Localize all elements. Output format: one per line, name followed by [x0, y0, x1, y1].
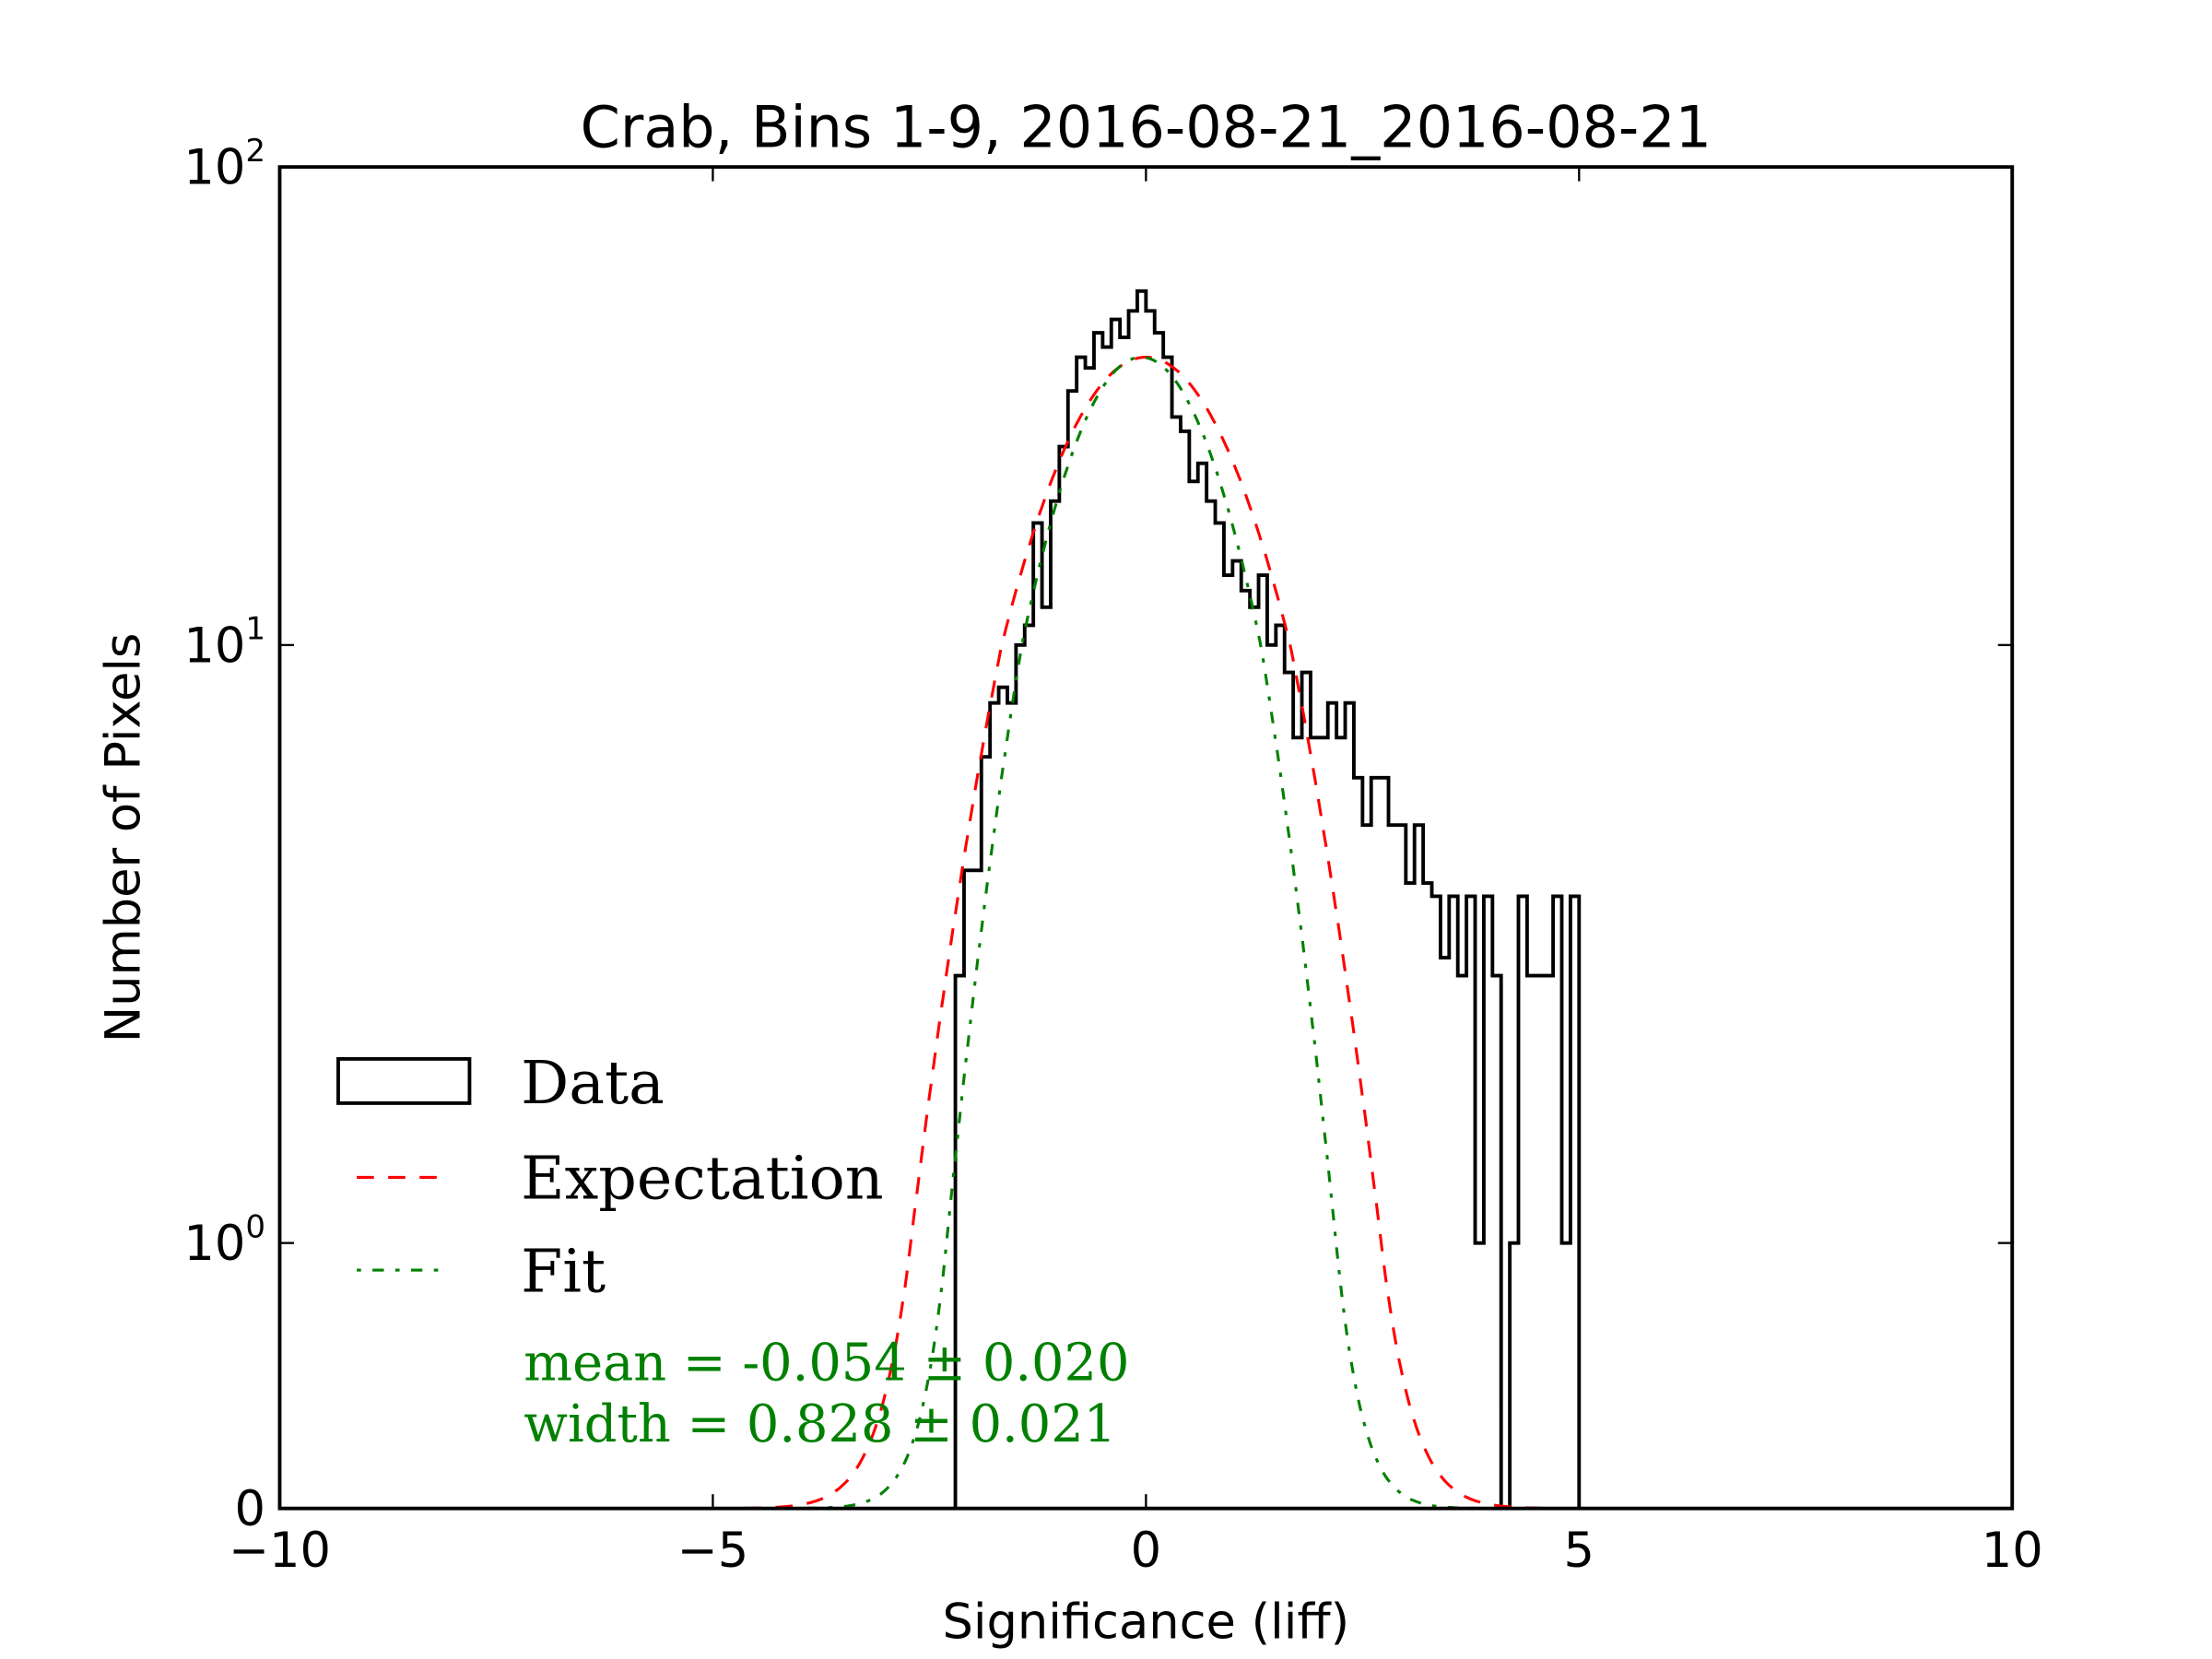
y-tick-base: 0	[235, 1481, 265, 1537]
legend-data-label: Data	[521, 1049, 665, 1118]
expectation-curve	[712, 356, 1666, 1509]
x-axis-label: Significance (liff)	[943, 1594, 1350, 1651]
x-tick-label: −10	[229, 1523, 331, 1579]
chart-title: Crab, Bins 1-9, 2016-08-21_2016-08-21	[581, 94, 1712, 160]
legend-data-swatch	[336, 1056, 472, 1105]
fit-width-annotation: width = 0.828 ± 0.021	[524, 1394, 1116, 1454]
y-tick-exponent: 0	[245, 1208, 265, 1245]
x-tick-label: 0	[1131, 1523, 1161, 1579]
y-tick-label: 102	[183, 133, 265, 196]
plot-frame	[277, 165, 2015, 1511]
legend: Data Expectation Fit	[336, 1049, 884, 1306]
legend-fit-label: Fit	[521, 1237, 606, 1306]
x-tick-label: −5	[677, 1523, 749, 1579]
legend-expectation-label: Expectation	[521, 1145, 883, 1214]
y-tick-label: 101	[183, 611, 265, 675]
y-tick-label: 0	[235, 1481, 265, 1537]
y-tick-base: 10	[183, 1216, 245, 1272]
y-tick-base: 10	[183, 618, 245, 674]
y-axis-label: Number of Pixels	[96, 633, 152, 1043]
fit-mean-annotation: mean = -0.054 ± 0.020	[524, 1333, 1129, 1393]
y-tick-base: 10	[183, 140, 245, 196]
x-tick-label: 5	[1564, 1523, 1594, 1579]
y-tick-exponent: 1	[245, 611, 265, 648]
y-tick-label: 100	[183, 1208, 265, 1272]
fit-curve	[712, 356, 1666, 1509]
x-tick-label: 10	[1982, 1523, 2043, 1579]
y-tick-exponent: 2	[245, 133, 265, 170]
